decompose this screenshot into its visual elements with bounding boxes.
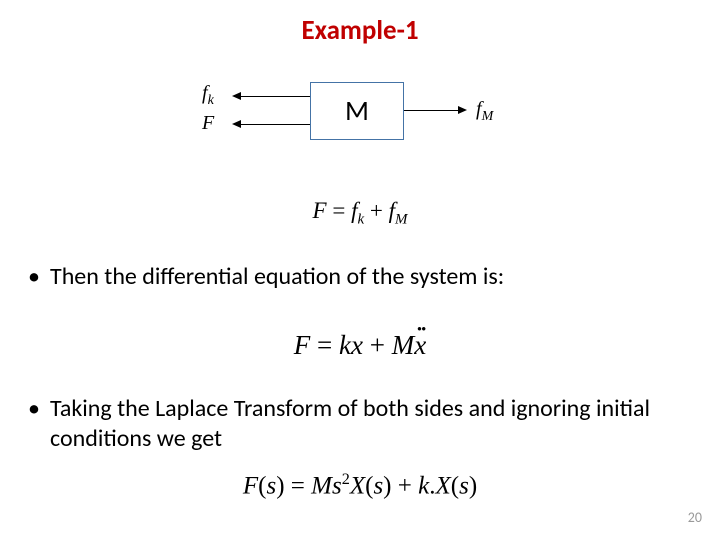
mass-box: M	[310, 82, 404, 140]
slide: Example-1 M fk F fM F = fk + fM • Then t…	[0, 0, 720, 540]
eq1-eq: =	[327, 198, 351, 223]
equation-differential: F = kx + M••x	[0, 330, 720, 361]
arrow-F-head	[232, 120, 241, 128]
eq2-x: x	[351, 330, 363, 360]
eq3-X2: X	[435, 472, 450, 499]
bullet-dot-1: •	[28, 262, 40, 292]
eq1-F: F	[313, 198, 327, 223]
bullet-differential: • Then the differential equation of the …	[28, 262, 690, 292]
bullet-text-1: Then the differential equation of the sy…	[50, 262, 690, 292]
eq3-lp3: (	[451, 472, 459, 499]
eq1-fm-sub: M	[395, 212, 407, 228]
arrow-fM-line	[404, 110, 460, 111]
eq2-k: k	[339, 330, 351, 360]
arrow-fk-line	[240, 96, 310, 97]
eq2-xddot: ••x	[414, 330, 426, 361]
equation-laplace: F(s) = Ms2X(s) + k.X(s)	[0, 470, 720, 500]
eq3-X1: X	[350, 472, 365, 499]
eq3-s4: s	[459, 472, 469, 499]
eq1-plus: +	[364, 198, 388, 223]
eq2-eq: =	[310, 330, 339, 360]
eq3-F: F	[243, 472, 258, 499]
eq2-F: F	[294, 330, 311, 360]
slide-title: Example-1	[0, 14, 720, 47]
eq3-eq: =	[285, 472, 312, 499]
arrow-F-line	[240, 124, 310, 125]
label-F: F	[202, 112, 214, 135]
free-body-diagram: M fk F fM	[180, 72, 540, 162]
label-fk-sub: k	[208, 93, 214, 108]
eq2-M: M	[392, 330, 415, 360]
equation-force-sum: F = fk + fM	[0, 198, 720, 229]
eq3-s1: s	[266, 472, 276, 499]
eq3-plus: +	[392, 472, 419, 499]
eq2-plus: +	[363, 330, 392, 360]
label-fM-sub: M	[482, 109, 494, 124]
eq3-s3: s	[373, 472, 383, 499]
label-fk: fk	[202, 82, 214, 109]
eq3-k: k	[418, 472, 429, 499]
eq3-rp2: )	[383, 472, 391, 499]
bullet-dot-2: •	[28, 394, 40, 424]
bullet-text-2: Taking the Laplace Transform of both sid…	[50, 394, 690, 454]
eq3-rp3: )	[469, 472, 477, 499]
bullet-laplace: • Taking the Laplace Transform of both s…	[28, 394, 690, 454]
arrow-fk-head	[232, 92, 241, 100]
eq3-sup2: 2	[342, 470, 350, 488]
eq3-s2: s	[332, 472, 342, 499]
eq3-M: M	[311, 472, 332, 499]
arrow-fM-head	[458, 106, 467, 114]
eq3-rp1: )	[276, 472, 284, 499]
page-number: 20	[688, 509, 702, 526]
label-fM: fM	[476, 98, 493, 125]
